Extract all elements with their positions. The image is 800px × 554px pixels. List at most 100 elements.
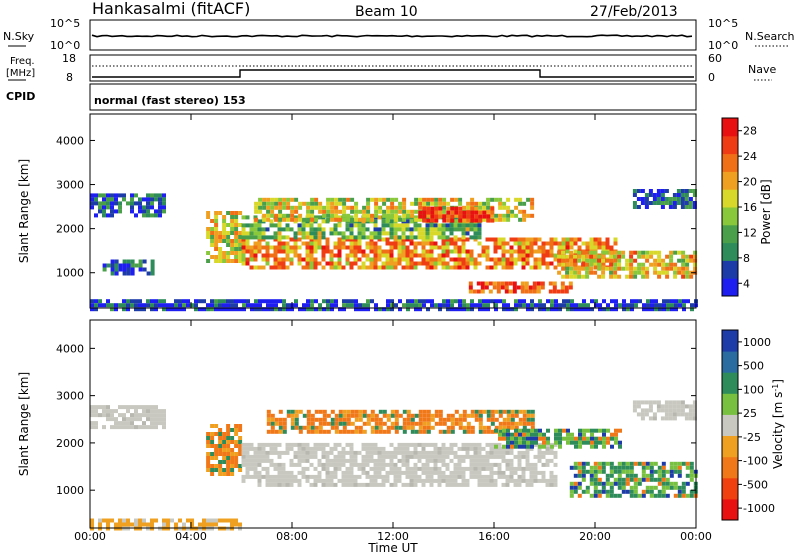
- echo-cell: [641, 461, 646, 466]
- echo-cell: [349, 442, 354, 447]
- echo-cell: [636, 412, 641, 417]
- echo-cell: [502, 425, 507, 430]
- echo-cell: [593, 250, 598, 255]
- echo-cell: [461, 235, 466, 240]
- echo-cell: [498, 436, 502, 441]
- echo-cell: [506, 428, 510, 433]
- echo-cell: [501, 253, 506, 258]
- echo-cell: [474, 417, 479, 422]
- echo-cell: [429, 253, 434, 258]
- echo-cell: [549, 478, 554, 483]
- echo-cell: [474, 303, 478, 308]
- echo-cell: [462, 299, 466, 304]
- echo-cell: [458, 206, 463, 211]
- echo-cell: [326, 421, 331, 426]
- echo-cell: [377, 215, 382, 220]
- echo-cell: [334, 303, 338, 308]
- echo-cell: [126, 307, 130, 312]
- echo-cell: [645, 250, 650, 255]
- echo-cell: [277, 257, 282, 262]
- echo-cell: [529, 474, 534, 479]
- echo-cell: [362, 217, 367, 222]
- echo-cell: [590, 432, 594, 437]
- echo-cell: [398, 425, 403, 430]
- echo-cell: [202, 522, 206, 527]
- echo-cell: [533, 442, 538, 447]
- echo-cell: [158, 409, 162, 414]
- echo-cell: [433, 478, 438, 483]
- echo-cell: [302, 303, 306, 308]
- echo-cell: [649, 473, 654, 478]
- echo-cell: [266, 307, 270, 312]
- echo-cell: [692, 189, 697, 193]
- echo-cell: [520, 285, 525, 290]
- echo-cell: [194, 299, 198, 304]
- echo-cell: [558, 440, 562, 445]
- echo-cell: [102, 193, 106, 198]
- echo-cell: [597, 258, 602, 263]
- echo-cell: [441, 265, 446, 270]
- echo-cell: [318, 303, 322, 308]
- echo-cell: [541, 249, 546, 254]
- echo-cell: [381, 223, 386, 228]
- echo-cell: [521, 237, 526, 242]
- echo-cell: [457, 257, 462, 262]
- echo-cell: [389, 470, 394, 475]
- echo-cell: [285, 442, 290, 447]
- echo-cell: [642, 307, 646, 312]
- echo-cell: [150, 299, 154, 304]
- echo-cell: [517, 462, 522, 467]
- echo-cell: [214, 243, 219, 247]
- echo-cell: [525, 253, 530, 258]
- echo-cell: [337, 245, 342, 250]
- echo-cell: [601, 469, 606, 474]
- echo-cell: [458, 299, 462, 304]
- echo-cell: [513, 261, 518, 266]
- echo-cell: [290, 209, 295, 214]
- echo-cell: [126, 417, 130, 422]
- echo-cell: [566, 440, 570, 445]
- echo-cell: [425, 241, 430, 246]
- echo-cell: [357, 474, 362, 479]
- echo-cell: [373, 482, 378, 487]
- echo-cell: [226, 299, 230, 304]
- echo-cell: [261, 235, 266, 240]
- echo-cell: [661, 489, 666, 494]
- echo-cell: [98, 201, 102, 206]
- echo-cell: [138, 307, 142, 312]
- echo-cell: [469, 454, 474, 459]
- echo-cell: [689, 254, 694, 259]
- echo-cell: [490, 299, 494, 304]
- echo-cell: [214, 448, 219, 452]
- echo-cell: [625, 461, 630, 466]
- echo-cell: [206, 440, 211, 444]
- echo-cell: [530, 436, 534, 441]
- echo-cell: [397, 241, 402, 246]
- echo-cell: [245, 231, 250, 236]
- echo-cell: [334, 213, 339, 218]
- echo-cell: [646, 307, 650, 312]
- echo-cell: [529, 466, 534, 471]
- echo-cell: [158, 421, 162, 426]
- echo-cell: [142, 197, 146, 202]
- echo-cell: [594, 428, 598, 433]
- echo-cell: [482, 210, 487, 215]
- echo-cell: [418, 409, 423, 414]
- echo-cell: [241, 235, 246, 240]
- echo-cell: [210, 219, 215, 223]
- echo-cell: [333, 446, 338, 451]
- echo-cell: [118, 209, 122, 214]
- echo-cell: [509, 261, 514, 266]
- echo-cell: [126, 518, 130, 523]
- echo-cell: [693, 258, 698, 263]
- echo-cell: [625, 473, 630, 478]
- echo-cell: [234, 428, 239, 432]
- echo-cell: [648, 408, 653, 413]
- echo-cell: [473, 450, 478, 455]
- echo-cell: [309, 450, 314, 455]
- echo-cell: [414, 307, 418, 312]
- echo-cell: [425, 454, 430, 459]
- echo-cell: [253, 474, 258, 479]
- echo-cell: [397, 237, 402, 242]
- echo-cell: [389, 454, 394, 459]
